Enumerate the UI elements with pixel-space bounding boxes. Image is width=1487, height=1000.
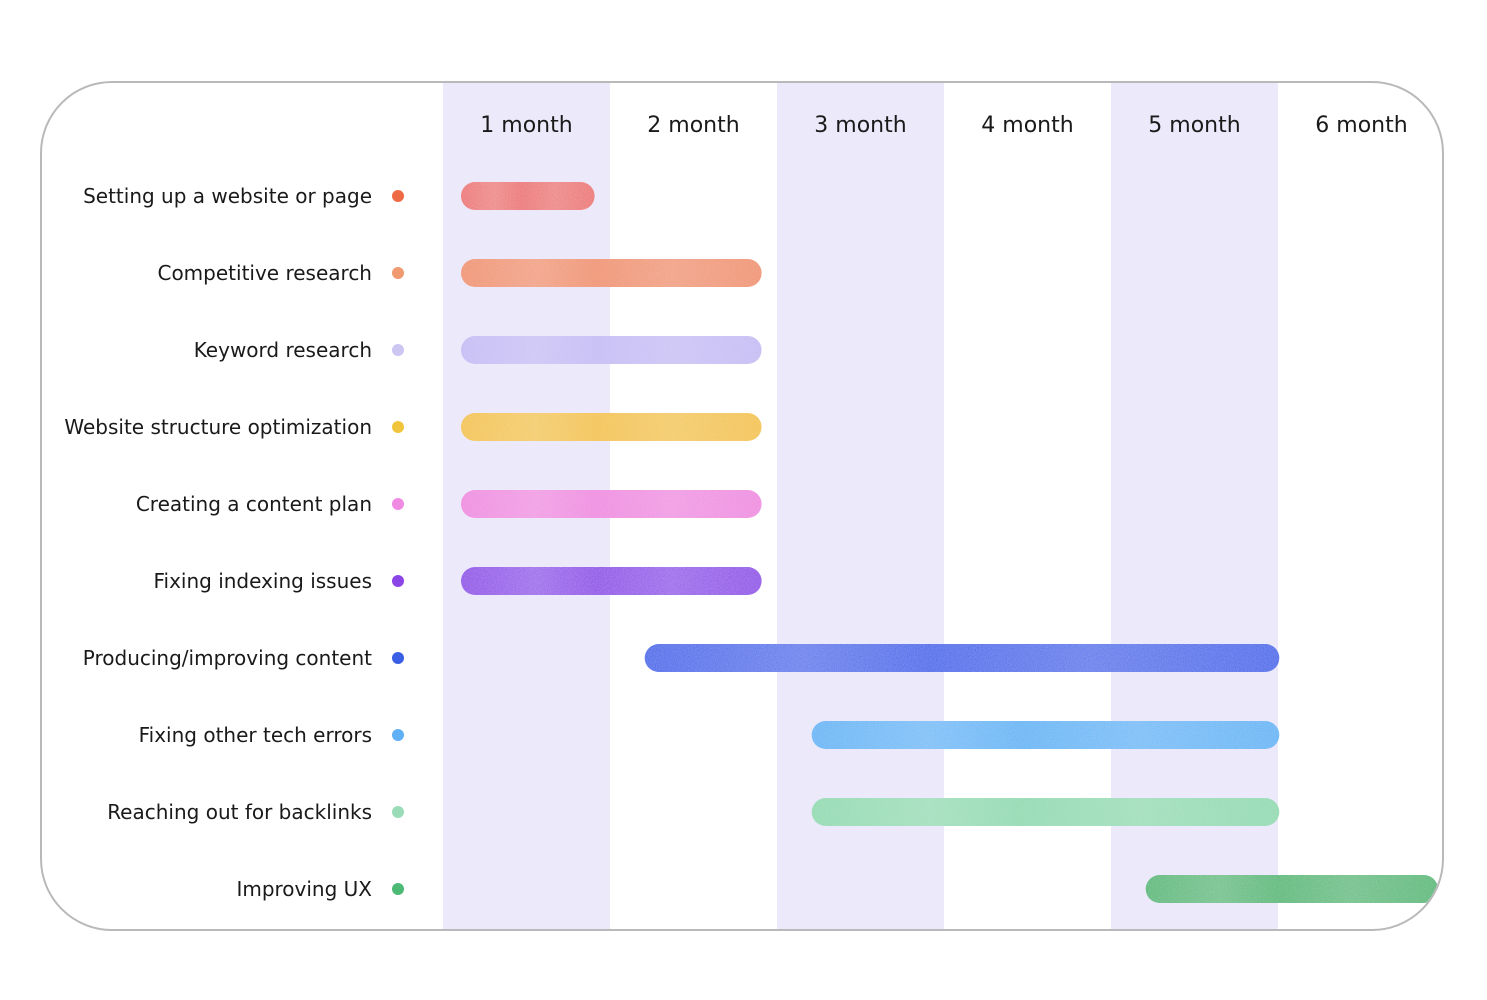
month-label-3: 3 month: [814, 113, 906, 138]
gantt-chart: 1 month 2 month 3 month 4 month 5 month 6 mon…: [64, 83, 1438, 929]
task-dot: [392, 344, 404, 356]
month-label-4: 4 month: [981, 113, 1073, 138]
task-row-setting-up-a-website-or-page: Setting up a website or page: [83, 182, 595, 210]
task-rows: Setting up a website or page Competitive …: [64, 182, 1438, 903]
month-columns: [443, 83, 1278, 929]
task-bar-sheen: [1145, 875, 1438, 903]
task-dot: [392, 883, 404, 895]
task-row-producing-improving-content: Producing/improving content: [83, 644, 1280, 672]
task-row-reaching-out-for-backlinks: Reaching out for backlinks: [107, 798, 1280, 826]
month-label-2: 2 month: [647, 113, 739, 138]
task-dot: [392, 652, 404, 664]
month-label-6: 6 month: [1315, 113, 1407, 138]
task-label: Setting up a website or page: [83, 184, 372, 208]
task-label: Keyword research: [194, 338, 372, 362]
task-row-fixing-other-tech-errors: Fixing other tech errors: [139, 721, 1280, 749]
task-label: Website structure optimization: [64, 415, 372, 439]
task-bar-sheen: [461, 490, 762, 518]
task-dot: [392, 729, 404, 741]
task-dot: [392, 190, 404, 202]
task-label: Fixing indexing issues: [153, 569, 372, 593]
task-row-creating-a-content-plan: Creating a content plan: [136, 490, 762, 518]
task-row-competitive-research: Competitive research: [157, 259, 762, 287]
task-bar-sheen: [461, 567, 762, 595]
month-label-5: 5 month: [1148, 113, 1240, 138]
task-label: Creating a content plan: [136, 492, 372, 516]
task-label: Improving UX: [236, 877, 372, 901]
task-label: Producing/improving content: [83, 646, 372, 670]
month-column-5: [1111, 83, 1278, 929]
task-row-keyword-research: Keyword research: [194, 336, 762, 364]
task-row-improving-ux: Improving UX: [236, 875, 1438, 903]
gantt-chart-frame: 1 month 2 month 3 month 4 month 5 month 6 mon…: [40, 81, 1444, 931]
month-label-1: 1 month: [480, 113, 572, 138]
task-dot: [392, 421, 404, 433]
task-dot: [392, 575, 404, 587]
task-bar-sheen: [644, 644, 1280, 672]
task-bar-sheen: [461, 336, 762, 364]
task-dot: [392, 498, 404, 510]
task-bar-sheen: [461, 259, 762, 287]
task-label: Fixing other tech errors: [139, 723, 372, 747]
task-dot: [392, 267, 404, 279]
month-column-3: [777, 83, 944, 929]
task-bar-sheen: [811, 721, 1280, 749]
task-row-website-structure-optimization: Website structure optimization: [64, 413, 762, 441]
task-bar-sheen: [461, 182, 595, 210]
task-row-fixing-indexing-issues: Fixing indexing issues: [153, 567, 762, 595]
task-dot: [392, 806, 404, 818]
task-bar-sheen: [461, 413, 762, 441]
task-label: Reaching out for backlinks: [107, 800, 372, 824]
task-bar-sheen: [811, 798, 1280, 826]
month-labels: 1 month 2 month 3 month 4 month 5 month 6 mon…: [480, 113, 1407, 138]
task-label: Competitive research: [157, 261, 372, 285]
